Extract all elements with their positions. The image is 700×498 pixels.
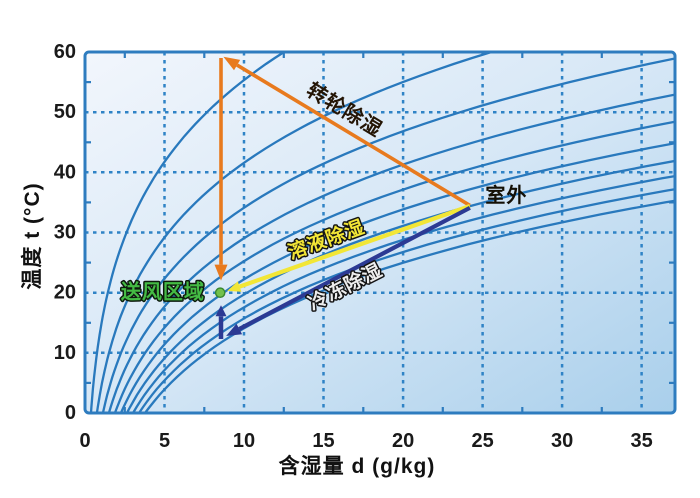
rh-curve-60 (119, 142, 675, 413)
y-tick-label: 30 (54, 222, 76, 244)
y-tick-label: 60 (54, 41, 76, 63)
relative-humidity-curves (89, 52, 675, 413)
rh-curve-50 (113, 120, 675, 413)
rh-curve-90 (138, 188, 675, 413)
x-axis-title: 含湿量 d (g/kg) (278, 455, 436, 478)
x-tick-label: 0 (79, 430, 90, 452)
y-tick-label: 50 (54, 101, 76, 123)
supply-zone-point (214, 287, 226, 299)
x-tick-label: 25 (471, 430, 493, 452)
x-tick-label: 20 (392, 430, 414, 452)
x-tick-label: 15 (312, 430, 334, 452)
rh-curve-20 (95, 52, 492, 413)
y-tick-label: 40 (54, 161, 76, 183)
process-arrow-refrigeration-reheat (215, 305, 227, 339)
rh-curve-100 (144, 199, 675, 413)
process-arrow-rotary-sensible-cooling (214, 58, 228, 281)
annotation-outdoor-label: 室外 (485, 183, 527, 207)
process-arrow-rotary-desiccant-drying (223, 56, 471, 207)
y-tick-label: 20 (54, 282, 76, 304)
y-tick-label: 10 (54, 342, 76, 364)
rh-curve-10 (89, 52, 285, 413)
plot-border (83, 50, 677, 415)
y-axis-title: 温度 t (°C) (21, 182, 44, 290)
x-tick-label: 35 (630, 430, 652, 452)
y-tick-label: 0 (65, 402, 76, 424)
process-arrows (214, 56, 471, 339)
rh-curve-80 (132, 174, 675, 413)
rh-curve-70 (125, 159, 675, 413)
tick-labels: 0 5 10 15 20 25 30 35 0 10 20 30 40 50 60 (54, 41, 653, 452)
process-arrow-refrigeration-dehumidify (226, 205, 471, 336)
annotation-supply-zone-label: 送风区域 (121, 280, 205, 304)
rh-curve-30 (101, 57, 675, 413)
x-tick-label: 10 (233, 430, 255, 452)
x-tick-label: 30 (551, 430, 573, 452)
x-tick-label: 5 (159, 430, 170, 452)
process-arrow-liquid-desiccant (227, 204, 471, 292)
